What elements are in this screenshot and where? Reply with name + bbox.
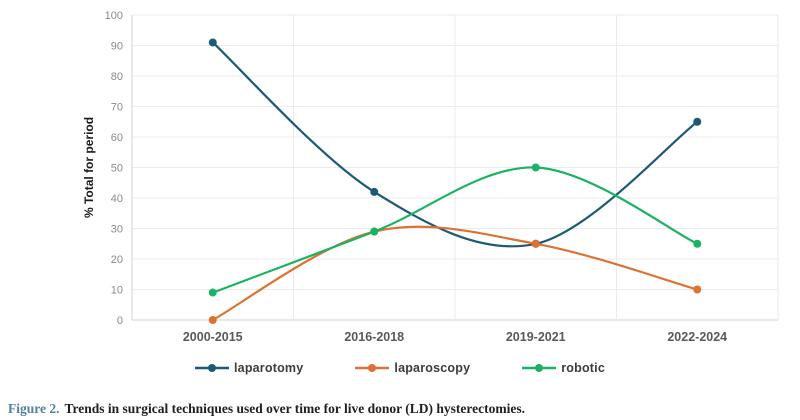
figure-caption-text: Trends in surgical techniques used over … <box>64 401 525 416</box>
y-tick-label: 10 <box>111 284 123 296</box>
x-category-label: 2019-2021 <box>506 330 566 344</box>
y-tick-label: 80 <box>111 71 123 83</box>
legend-label: robotic <box>561 361 605 375</box>
legend-label: laparotomy <box>234 361 304 375</box>
x-category-label: 2000-2015 <box>183 330 243 344</box>
series-line-robotic <box>211 166 699 294</box>
figure-caption: Figure 2. Trends in surgical techniques u… <box>8 401 525 417</box>
legend-item-laparotomy: laparotomy <box>195 361 303 375</box>
series-line-laparoscopy <box>211 225 699 322</box>
y-tick-label: 30 <box>111 223 123 235</box>
legend-label: laparoscopy <box>394 361 471 375</box>
y-tick-label: 40 <box>111 193 123 205</box>
data-point-laparotomy <box>370 187 379 196</box>
legend-marker-icon <box>522 364 557 372</box>
x-category-label: 2022-2024 <box>667 330 727 344</box>
y-tick-label: 60 <box>111 132 123 144</box>
y-tick-label: 100 <box>105 10 123 22</box>
legend-item-robotic: robotic <box>522 361 605 375</box>
data-point-laparotomy <box>208 38 217 47</box>
legend-item-laparoscopy: laparoscopy <box>355 361 470 375</box>
y-axis-title: % Total for period <box>82 117 96 218</box>
chart-legend: laparotomy laparoscopy robotic <box>0 356 800 380</box>
trend-line-chart: 0 10 20 30 40 50 60 70 80 90 100 2000-2015 2016-2018… <box>82 10 779 344</box>
series-line-laparotomy <box>211 41 699 248</box>
y-tick-label: 20 <box>111 254 123 266</box>
data-point-robotic <box>208 288 217 297</box>
figure-caption-label: Figure 2. <box>8 401 60 416</box>
legend-marker-icon <box>195 364 229 372</box>
data-point-laparotomy <box>693 117 702 126</box>
data-point-laparoscopy <box>208 316 217 324</box>
x-category-label: 2016-2018 <box>344 330 404 344</box>
y-tick-label: 50 <box>111 162 123 174</box>
data-point-robotic <box>370 227 379 236</box>
data-point-robotic <box>693 239 702 248</box>
data-point-robotic <box>531 163 540 172</box>
y-tick-label: 90 <box>111 40 123 52</box>
y-tick-label: 70 <box>111 101 123 113</box>
data-point-laparoscopy <box>531 239 540 248</box>
legend-marker-icon <box>355 364 390 372</box>
y-tick-label: 0 <box>117 315 123 327</box>
data-point-laparoscopy <box>693 285 702 294</box>
